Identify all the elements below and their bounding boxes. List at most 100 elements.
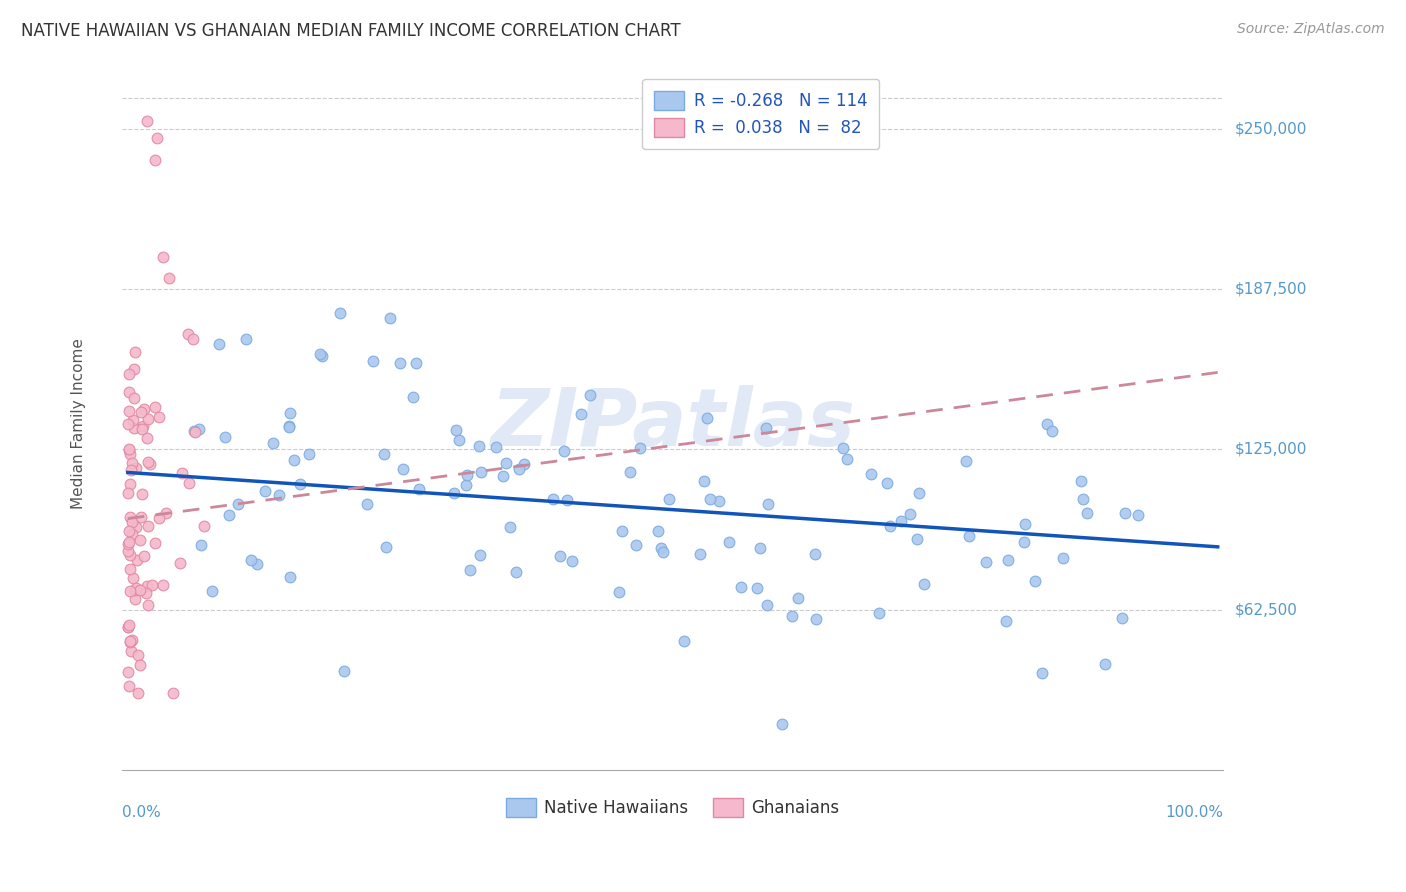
Point (129, 582, 152, 597)
Point (148, 510, 170, 524)
Point (134, 549, 156, 563)
Point (246, 558, 269, 572)
Point (806, 611, 828, 625)
Point (672, 634, 695, 648)
Text: $250,000: $250,000 (1234, 121, 1306, 136)
Point (995, 614, 1018, 628)
Point (152, 578, 174, 592)
Point (1052, 550, 1074, 565)
Point (122, 413, 145, 427)
Point (148, 409, 170, 424)
Point (120, 561, 142, 575)
Point (1111, 611, 1133, 625)
Point (127, 686, 149, 700)
Point (117, 486, 139, 500)
Point (124, 345, 146, 359)
Point (122, 391, 145, 405)
Point (181, 332, 204, 346)
Point (890, 514, 912, 528)
Point (1035, 417, 1057, 432)
Point (389, 356, 412, 370)
Point (129, 533, 152, 547)
Point (693, 474, 716, 488)
Point (121, 516, 143, 530)
Point (135, 579, 157, 593)
Point (267, 488, 290, 502)
Point (218, 508, 240, 522)
Point (193, 518, 215, 533)
Point (541, 491, 564, 506)
Point (709, 494, 731, 508)
Point (129, 510, 152, 524)
Point (912, 577, 935, 591)
Point (118, 442, 141, 456)
Point (658, 492, 681, 507)
Point (837, 452, 859, 467)
Point (569, 407, 592, 421)
Point (329, 306, 352, 320)
Point (405, 356, 427, 370)
Point (879, 518, 901, 533)
Point (997, 553, 1019, 567)
Point (467, 439, 489, 453)
Point (125, 582, 148, 596)
Point (628, 441, 651, 455)
Point (118, 584, 141, 599)
Text: ZIPatlas: ZIPatlas (491, 384, 855, 463)
Point (117, 544, 139, 558)
Point (121, 456, 143, 470)
Point (117, 537, 139, 551)
Text: $187,500: $187,500 (1234, 282, 1306, 296)
Point (447, 433, 470, 447)
Point (125, 519, 148, 533)
Point (749, 541, 772, 555)
Text: 100.0%: 100.0% (1166, 805, 1223, 820)
Point (136, 431, 159, 445)
Point (460, 563, 482, 577)
Point (770, 716, 793, 731)
Text: 0.0%: 0.0% (122, 805, 162, 820)
Point (308, 347, 330, 361)
Point (1040, 424, 1063, 438)
Text: Source: ZipAtlas.com: Source: ZipAtlas.com (1237, 22, 1385, 37)
Point (117, 442, 139, 457)
Point (117, 665, 139, 680)
Point (718, 534, 741, 549)
Point (228, 497, 250, 511)
Point (456, 468, 478, 483)
Point (129, 405, 152, 419)
Point (118, 367, 141, 381)
Point (957, 529, 980, 543)
Point (468, 549, 491, 563)
Point (208, 337, 231, 351)
Point (804, 547, 827, 561)
Point (443, 486, 465, 500)
Point (375, 540, 398, 554)
Point (832, 442, 855, 456)
Point (121, 526, 143, 541)
Point (391, 462, 413, 476)
Point (898, 507, 921, 521)
Point (745, 581, 768, 595)
Point (162, 686, 184, 700)
Point (262, 436, 284, 450)
Point (118, 680, 141, 694)
Point (278, 570, 301, 584)
Point (132, 402, 155, 417)
Point (787, 591, 810, 605)
Point (183, 425, 205, 439)
Point (513, 457, 536, 471)
Point (118, 617, 141, 632)
Point (177, 326, 200, 341)
Point (505, 566, 527, 580)
Point (311, 349, 333, 363)
Point (484, 440, 506, 454)
Point (169, 556, 191, 570)
Point (454, 478, 477, 492)
Point (1076, 506, 1098, 520)
Point (129, 657, 152, 672)
Point (868, 607, 890, 621)
Point (143, 153, 166, 167)
Point (1012, 535, 1035, 549)
Point (120, 463, 142, 477)
